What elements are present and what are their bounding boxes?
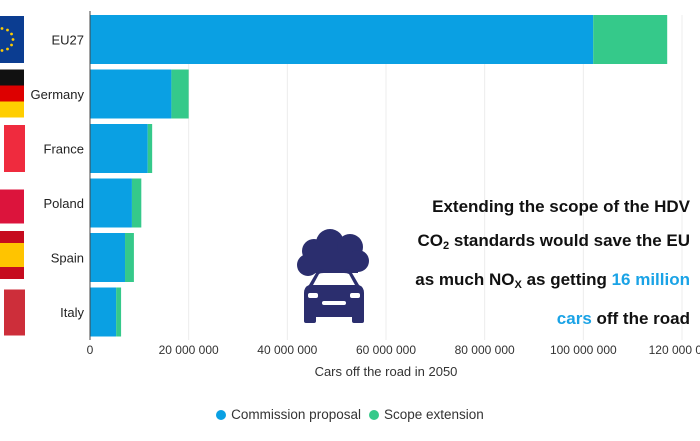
bar-italy-commission <box>90 287 117 337</box>
eu-flag-star <box>6 28 9 32</box>
x-tick-label: 60 000 000 <box>356 343 416 357</box>
x-tick-label: 120 000 000 <box>649 343 700 357</box>
polluting-car-icon <box>297 229 369 323</box>
legend: Commission proposal Scope extension <box>0 407 700 422</box>
italy-flag <box>4 289 25 336</box>
bar-eu27-commission <box>90 15 594 64</box>
x-tick-label: 20 000 000 <box>159 343 219 357</box>
eu-flag-star <box>11 38 15 41</box>
bar-poland-commission <box>90 178 132 228</box>
callout-line-1: Extending the scope of the HDV <box>432 197 690 216</box>
category-label: Italy <box>60 305 84 320</box>
callout-line-2: CO2 standards would save the EU <box>417 231 690 252</box>
legend-item-commission: Commission proposal <box>216 407 361 422</box>
bar-spain-commission <box>90 233 126 282</box>
bar-germany-commission <box>90 69 172 119</box>
eu-flag-star <box>0 27 4 30</box>
callout-line-3: as much NOX as getting 16 million <box>415 270 690 291</box>
legend-swatch-commission <box>216 409 227 420</box>
category-label: France <box>44 142 84 157</box>
bar-spain-scope <box>125 233 134 282</box>
germany-flag-gold <box>0 101 24 118</box>
eu-flag-star <box>10 32 13 36</box>
bar-poland-scope <box>131 178 142 228</box>
legend-item-scope: Scope extension <box>368 407 484 422</box>
spain-flag-yellow <box>0 243 24 267</box>
eu-flag-star <box>0 49 4 52</box>
eu-flag-star <box>10 43 13 47</box>
bar-france-scope <box>147 124 153 173</box>
bar-france-commission <box>90 124 148 173</box>
eu-flag-star <box>6 47 9 51</box>
poland-flag <box>0 189 24 224</box>
x-tick-label: 40 000 000 <box>257 343 317 357</box>
category-label: EU27 <box>51 33 84 48</box>
x-tick-label: 100 000 000 <box>550 343 617 357</box>
legend-label-commission: Commission proposal <box>231 407 361 422</box>
x-tick-label: 0 <box>87 343 94 357</box>
x-tick-label: 80 000 000 <box>455 343 515 357</box>
x-axis-title: Cars off the road in 2050 <box>315 364 458 379</box>
germany-flag-red <box>0 85 24 102</box>
france-flag <box>4 125 25 172</box>
category-label: Germany <box>31 87 85 102</box>
germany-flag-black <box>0 69 24 86</box>
callout-text: Extending the scope of the HDV CO2 stand… <box>378 190 690 336</box>
category-label: Poland <box>44 196 84 211</box>
bar-italy-scope <box>116 287 122 337</box>
bar-eu27-scope <box>593 15 668 64</box>
callout-line-4: cars off the road <box>556 309 690 328</box>
legend-swatch-scope <box>368 409 379 420</box>
bar-germany-scope <box>171 69 189 119</box>
category-label: Spain <box>51 251 84 266</box>
legend-label-scope: Scope extension <box>383 407 484 422</box>
